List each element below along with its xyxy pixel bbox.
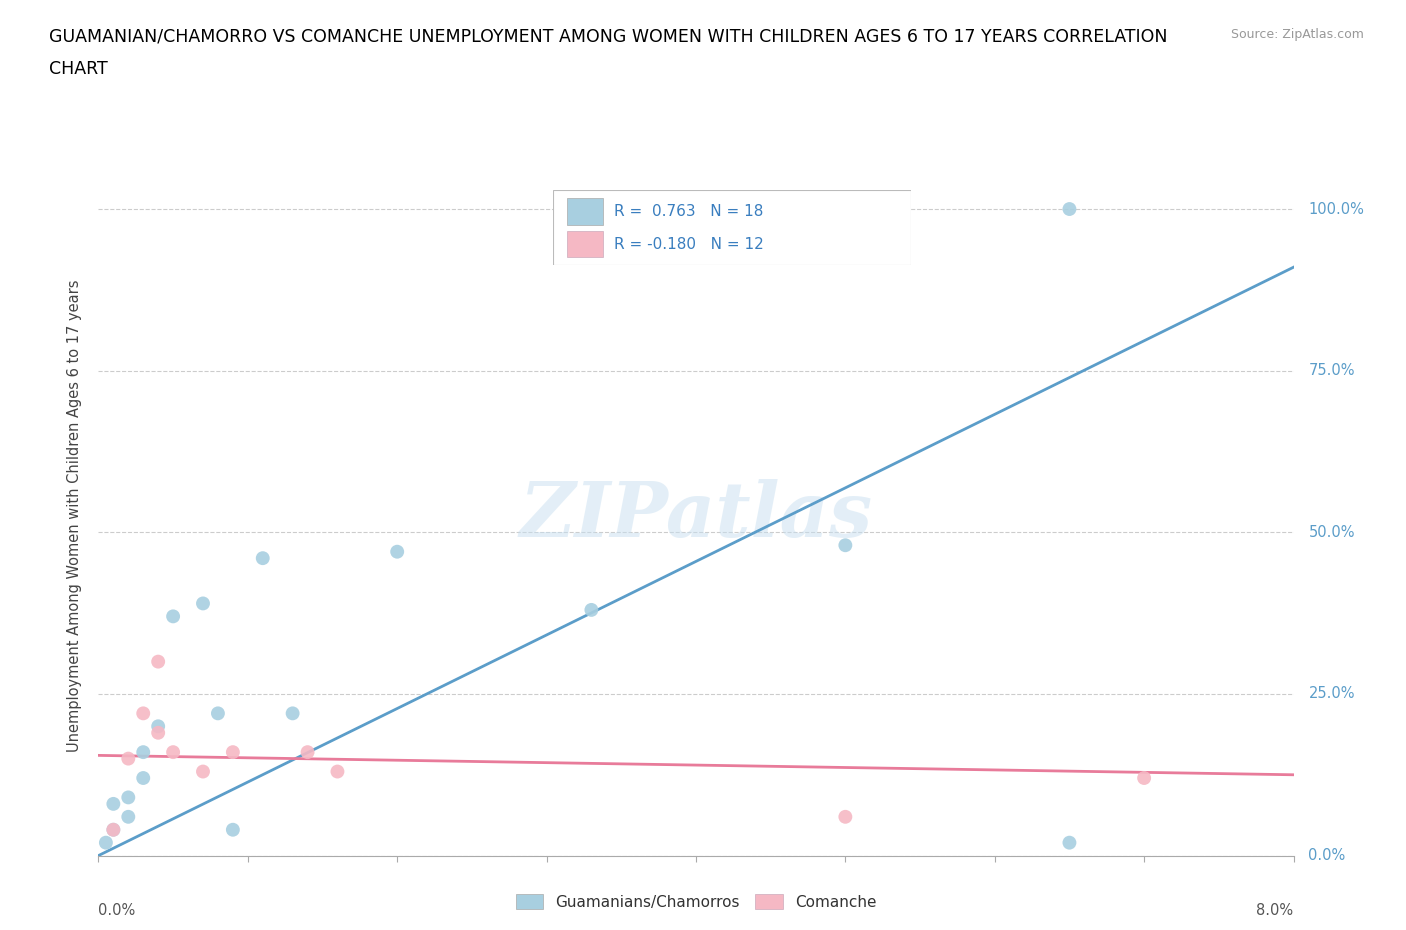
Point <box>162 609 184 624</box>
Text: R =  0.763   N = 18: R = 0.763 N = 18 <box>613 204 763 219</box>
Point <box>117 809 139 824</box>
Text: 25.0%: 25.0% <box>1309 686 1355 701</box>
Point <box>132 706 155 721</box>
Text: Source: ZipAtlas.com: Source: ZipAtlas.com <box>1230 28 1364 41</box>
Point <box>94 835 117 850</box>
Y-axis label: Unemployment Among Women with Children Ages 6 to 17 years: Unemployment Among Women with Children A… <box>67 280 83 752</box>
Point <box>148 719 170 734</box>
Point <box>834 809 856 824</box>
Text: R = -0.180   N = 12: R = -0.180 N = 12 <box>613 236 763 251</box>
FancyBboxPatch shape <box>567 231 603 258</box>
Point <box>581 603 603 618</box>
Point <box>103 796 125 811</box>
Point <box>103 822 125 837</box>
Point <box>162 745 184 760</box>
Point <box>1059 202 1081 217</box>
Point <box>207 706 229 721</box>
Point <box>148 725 170 740</box>
Point <box>281 706 304 721</box>
Point <box>326 764 349 779</box>
Point <box>117 790 139 804</box>
Point <box>132 771 155 786</box>
Point <box>191 596 214 611</box>
Legend: Guamanians/Chamorros, Comanche: Guamanians/Chamorros, Comanche <box>509 887 883 916</box>
Text: ZIPatlas: ZIPatlas <box>519 479 873 553</box>
Point <box>252 551 274 565</box>
Text: CHART: CHART <box>49 60 108 78</box>
Text: 0.0%: 0.0% <box>1309 848 1346 863</box>
Point <box>222 822 245 837</box>
Point <box>222 745 245 760</box>
Point <box>834 538 856 552</box>
Point <box>117 751 139 766</box>
Text: 50.0%: 50.0% <box>1309 525 1355 539</box>
Text: 100.0%: 100.0% <box>1309 202 1364 217</box>
FancyBboxPatch shape <box>553 191 911 265</box>
Point <box>1133 771 1156 786</box>
Text: 75.0%: 75.0% <box>1309 364 1355 379</box>
Point <box>191 764 214 779</box>
Text: GUAMANIAN/CHAMORRO VS COMANCHE UNEMPLOYMENT AMONG WOMEN WITH CHILDREN AGES 6 TO : GUAMANIAN/CHAMORRO VS COMANCHE UNEMPLOYM… <box>49 28 1168 46</box>
FancyBboxPatch shape <box>567 198 603 225</box>
Point <box>132 745 155 760</box>
Point <box>103 822 125 837</box>
Point <box>385 544 409 559</box>
Text: 8.0%: 8.0% <box>1257 903 1294 918</box>
Point <box>148 654 170 669</box>
Point <box>297 745 319 760</box>
Text: 0.0%: 0.0% <box>98 903 135 918</box>
Point <box>1059 835 1081 850</box>
